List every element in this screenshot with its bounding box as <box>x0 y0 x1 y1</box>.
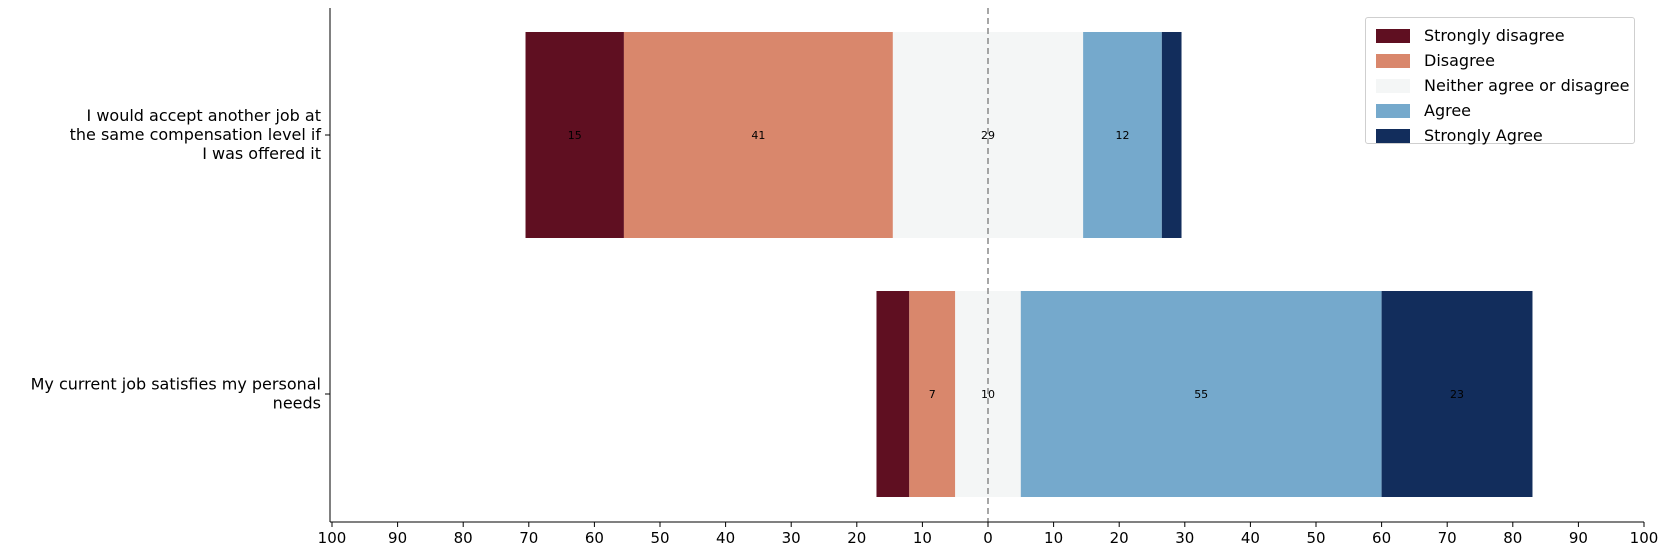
y-category-label: needs <box>273 394 321 413</box>
x-tick-label: 100 <box>318 529 347 547</box>
x-tick-label: 40 <box>1241 529 1260 547</box>
legend-label: Neither agree or disagree <box>1424 76 1630 95</box>
x-tick-label: 30 <box>782 529 801 547</box>
legend-item: Strongly Agree <box>1376 123 1634 148</box>
legend-label: Disagree <box>1424 51 1495 70</box>
x-tick-label: 20 <box>1110 529 1129 547</box>
bar-value-label: 15 <box>568 129 582 142</box>
bar-segment-agree-row-1 <box>1083 32 1162 238</box>
x-tick-label: 10 <box>913 529 932 547</box>
x-tick-label: 70 <box>519 529 538 547</box>
x-tick-label: 20 <box>847 529 866 547</box>
bar-segment-disagree-row-2 <box>909 291 956 497</box>
y-category-label: I would accept another job at <box>87 106 321 125</box>
legend-swatch <box>1376 53 1410 68</box>
y-category-label: My current job satisfies my personal <box>31 375 321 394</box>
legend-label: Agree <box>1424 101 1472 120</box>
y-category-label: I was offered it <box>202 144 321 163</box>
x-tick-label: 50 <box>650 529 669 547</box>
x-tick-label: 0 <box>983 529 993 547</box>
bar-segment-strongly-agree-row-2 <box>1381 291 1533 497</box>
bar-value-label: 55 <box>1194 388 1208 401</box>
bar-segment-strongly-agree-row-1 <box>1161 32 1182 238</box>
legend-swatch <box>1376 128 1410 143</box>
x-tick-label: 10 <box>1044 529 1063 547</box>
legend-item: Disagree <box>1376 48 1634 73</box>
x-tick-label: 40 <box>716 529 735 547</box>
bar-segment-agree-row-2 <box>1020 291 1382 497</box>
bar-value-label: 41 <box>751 129 765 142</box>
bar-value-label: 12 <box>1115 129 1129 142</box>
legend-item: Strongly disagree <box>1376 23 1634 48</box>
x-tick-label: 90 <box>388 529 407 547</box>
bar-segment-disagree-row-1 <box>623 32 893 238</box>
x-tick-label: 100 <box>1630 529 1659 547</box>
bar-value-label: 29 <box>981 129 995 142</box>
chart-legend: Strongly disagree Disagree Neither agree o… <box>1365 17 1635 145</box>
bar-value-label: 23 <box>1450 388 1464 401</box>
y-category-label: the same compensation level if <box>70 125 322 144</box>
legend-label: Strongly disagree <box>1424 26 1565 45</box>
bar-value-label: 10 <box>981 388 995 401</box>
legend-swatch <box>1376 28 1410 43</box>
x-tick-label: 60 <box>1372 529 1391 547</box>
x-tick-label: 60 <box>585 529 604 547</box>
x-tick-label: 50 <box>1306 529 1325 547</box>
x-tick-label: 30 <box>1175 529 1194 547</box>
bar-segment-strongly-disagree-row-1 <box>525 32 624 238</box>
legend-item: Agree <box>1376 98 1634 123</box>
legend-swatch <box>1376 103 1410 118</box>
x-tick-label: 70 <box>1438 529 1457 547</box>
x-tick-label: 80 <box>454 529 473 547</box>
bar-value-label: 7 <box>929 388 936 401</box>
bar-segment-strongly-disagree-row-2 <box>876 291 910 497</box>
x-tick-label: 80 <box>1503 529 1522 547</box>
legend-swatch <box>1376 78 1410 93</box>
legend-item: Neither agree or disagree <box>1376 73 1634 98</box>
x-tick-label: 90 <box>1569 529 1588 547</box>
legend-label: Strongly Agree <box>1424 126 1543 145</box>
